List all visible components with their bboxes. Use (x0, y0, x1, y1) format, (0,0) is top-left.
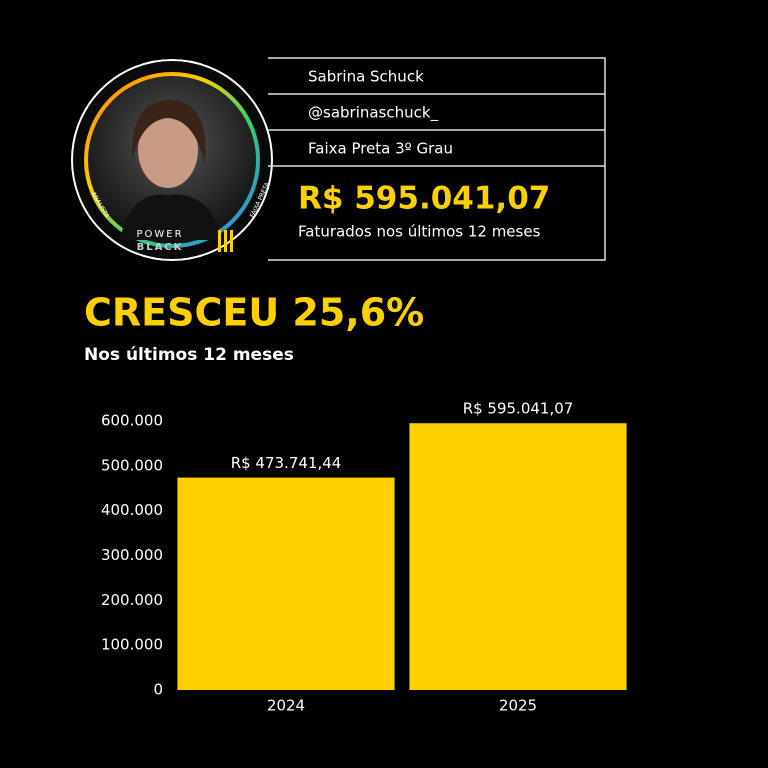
profile-caption: Faturados nos últimos 12 meses (298, 223, 541, 241)
y-tick-label: 200.000 (101, 591, 163, 609)
avatar-hair (131, 100, 206, 165)
y-tick-label: 0 (153, 681, 163, 699)
avatar-face (138, 112, 198, 188)
x-tick-label: 2024 (267, 697, 305, 715)
brand-stripe (224, 230, 227, 252)
subheadline: Nos últimos 12 meses (84, 345, 294, 365)
bar (409, 423, 627, 690)
brand-top: POWER (136, 229, 183, 240)
profile-box (268, 57, 606, 261)
value-label: R$ 473.741,44 (231, 454, 342, 472)
brand-stripe (230, 230, 233, 252)
brand-stripe (218, 230, 221, 252)
profile-handle: @sabrinaschuck_ (308, 104, 439, 123)
profile-amount: R$ 595.041,07 (298, 181, 550, 217)
value-label: R$ 595.041,07 (463, 400, 574, 418)
y-tick-label: 400.000 (101, 501, 163, 519)
y-tick-label: 300.000 (101, 546, 163, 564)
y-tick-label: 100.000 (101, 636, 163, 654)
x-tick-label: 2025 (499, 697, 537, 715)
bar (177, 477, 395, 690)
y-tick-label: 600.000 (101, 412, 163, 430)
y-tick-label: 500.000 (101, 456, 163, 474)
headline: CRESCEU 25,6% (84, 291, 424, 335)
avatar-body (120, 194, 222, 240)
brand-bottom: BLACK (137, 242, 184, 253)
profile-name: Sabrina Schuck (308, 68, 424, 86)
profile-rank: Faixa Preta 3º Grau (308, 140, 453, 158)
